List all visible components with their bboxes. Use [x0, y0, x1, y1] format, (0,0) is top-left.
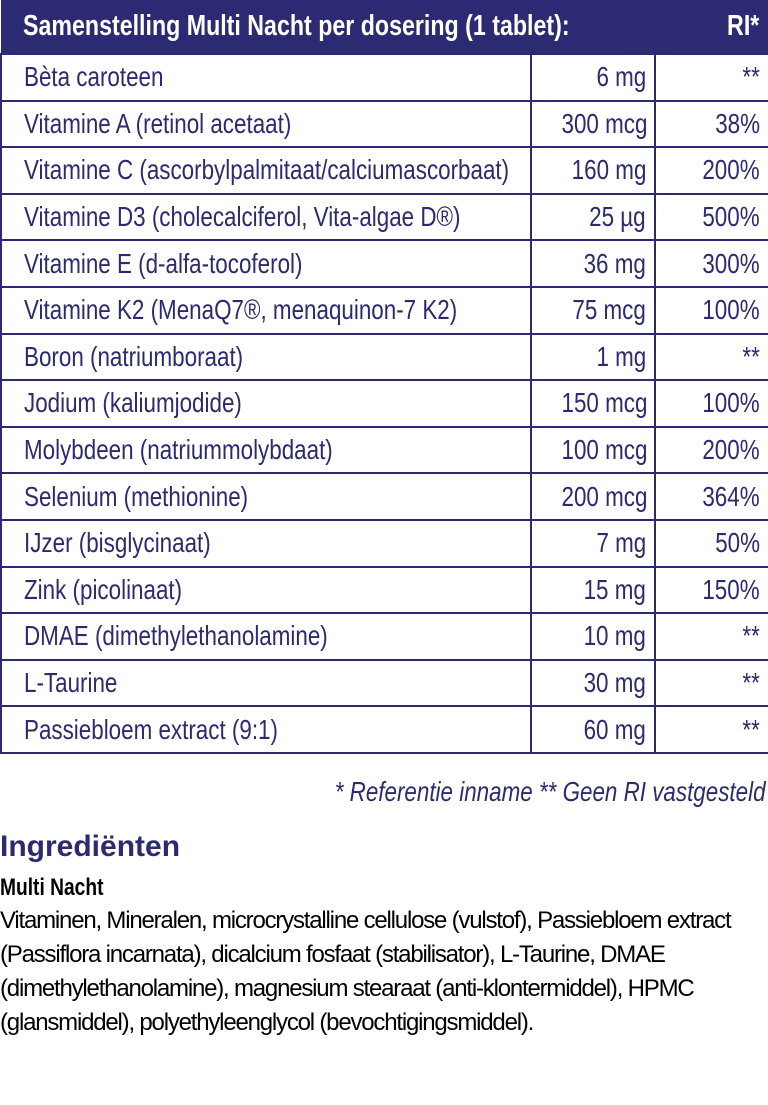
nutrient-name: Boron (natriumboraat) [0, 332, 532, 382]
nutrient-name: Bèta caroteen [0, 53, 532, 102]
nutrient-name: L-Taurine [0, 658, 532, 708]
nutrient-name: Selenium (methionine) [0, 472, 532, 521]
ingredients-text: Vitaminen, Mineralen, microcrystalline c… [0, 906, 732, 1036]
nutrient-name: Vitamine C (ascorbylpalmitaat/calciumasc… [0, 146, 532, 195]
ri-value: 200% [654, 425, 768, 475]
amount: 75 mcg [529, 285, 657, 335]
table-row: Vitamine K2 (MenaQ7®, menaquinon-7 K2) 75… [0, 285, 768, 335]
table-header: Samenstelling Multi Nacht per dosering (… [1, 0, 768, 54]
amount: 7 mg [529, 518, 657, 568]
amount: 30 mg [529, 658, 657, 708]
amount: 6 mg [529, 53, 657, 102]
nutrient-name: Molybdeen (natriummolybdaat) [0, 425, 532, 475]
table-row: Selenium (methionine) 200 mcg 364% [0, 472, 768, 521]
ri-value: ** [654, 705, 768, 754]
table-row: DMAE (dimethylethanolamine) 10 mg ** [0, 612, 768, 661]
table-row: L-Taurine 30 mg ** [0, 658, 768, 708]
nutrient-name: Vitamine K2 (MenaQ7®, menaquinon-7 K2) [0, 285, 532, 335]
table-row: Vitamine C (ascorbylpalmitaat/calciumasc… [0, 146, 768, 195]
table-row: Boron (natriumboraat) 1 mg ** [0, 332, 768, 382]
ri-value: 500% [654, 192, 768, 242]
table-row: IJzer (bisglycinaat) 7 mg 50% [0, 518, 768, 568]
ri-value: 50% [654, 518, 768, 568]
amount: 10 mg [529, 612, 657, 661]
amount: 60 mg [529, 705, 657, 754]
ri-value: ** [654, 612, 768, 661]
nutrient-name: IJzer (bisglycinaat) [0, 518, 532, 568]
table-row: Jodium (kaliumjodide) 150 mcg 100% [0, 379, 768, 428]
ri-value: 38% [654, 99, 768, 149]
product-name: Multi Nacht [0, 873, 104, 901]
ri-value: 100% [654, 379, 768, 428]
ri-value: 100% [654, 285, 768, 335]
nutrient-name: Zink (picolinaat) [0, 565, 532, 615]
composition-table: Samenstelling Multi Nacht per dosering (… [0, 0, 768, 754]
ri-value: 300% [654, 239, 768, 288]
table-row: Vitamine E (d-alfa-tocoferol) 36 mg 300% [0, 239, 768, 288]
nutrient-name: Vitamine D3 (cholecalciferol, Vita-algae… [0, 192, 532, 242]
nutrient-name: Jodium (kaliumjodide) [0, 379, 532, 428]
nutrient-name: Passiebloem extract (9:1) [0, 705, 532, 754]
ri-value: ** [654, 658, 768, 708]
amount: 36 mg [529, 239, 657, 288]
table-row: Bèta caroteen 6 mg ** [0, 53, 768, 102]
ri-value: 150% [654, 565, 768, 615]
amount: 100 mcg [529, 425, 657, 475]
legend: * Referentie inname ** Geen RI vastgeste… [335, 775, 766, 807]
table-row: Molybdeen (natriummolybdaat) 100 mcg 200% [0, 425, 768, 475]
ri-value: 200% [654, 146, 768, 195]
amount: 300 mcg [529, 99, 657, 149]
nutrient-name: DMAE (dimethylethanolamine) [0, 612, 532, 661]
ingredients-heading: Ingrediënten [0, 829, 181, 863]
amount: 25 µg [529, 192, 657, 242]
ri-value: 364% [654, 472, 768, 521]
table-title: Samenstelling Multi Nacht per dosering (… [1, 0, 656, 54]
nutrient-name: Vitamine A (retinol acetaat) [0, 99, 532, 149]
table-row: Vitamine D3 (cholecalciferol, Vita-algae… [0, 192, 768, 242]
amount: 150 mcg [529, 379, 657, 428]
amount: 200 mcg [529, 472, 657, 521]
amount: 15 mg [529, 565, 657, 615]
ri-value: ** [654, 53, 768, 102]
nutrient-name: Vitamine E (d-alfa-tocoferol) [0, 239, 532, 288]
amount: 160 mg [529, 146, 657, 195]
table-row: Passiebloem extract (9:1) 60 mg ** [0, 705, 768, 754]
ri-value: ** [654, 332, 768, 382]
ri-header: RI* [655, 0, 768, 54]
amount: 1 mg [529, 332, 657, 382]
table-row: Vitamine A (retinol acetaat) 300 mcg 38% [0, 99, 768, 149]
table-row: Zink (picolinaat) 15 mg 150% [0, 565, 768, 615]
